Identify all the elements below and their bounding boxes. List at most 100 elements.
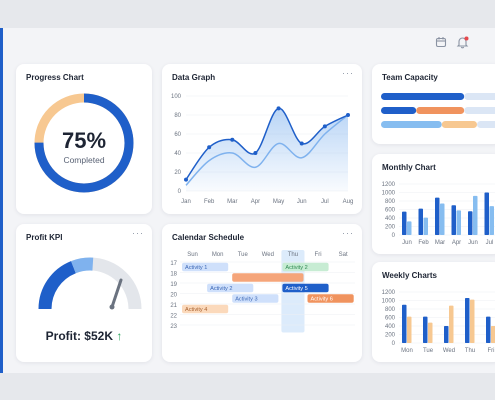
bar xyxy=(423,316,428,343)
y-tick-label: 40 xyxy=(174,151,181,157)
event-label: Activity 1 xyxy=(185,265,207,271)
bar xyxy=(484,192,489,235)
profit-kpi-card: Profit KPI ··· Profit: $52K ↑ xyxy=(16,224,152,362)
x-tick-label: Apr xyxy=(251,199,260,205)
progress-donut: 75% Completed xyxy=(34,93,134,193)
calendar-more-button[interactable]: ··· xyxy=(342,228,354,238)
bar xyxy=(486,316,491,343)
bar xyxy=(465,297,470,343)
y-tick-label: 0 xyxy=(178,189,182,195)
trend-up-icon: ↑ xyxy=(116,329,122,343)
day-label: Tue xyxy=(238,252,249,258)
bar xyxy=(402,211,407,235)
profit-kpi-more-button[interactable]: ··· xyxy=(132,228,144,238)
y-tick-label: 1200 xyxy=(382,290,396,296)
bar xyxy=(489,206,494,235)
y-tick-label: 20 xyxy=(174,170,181,176)
day-label: Sat xyxy=(339,252,348,258)
bar xyxy=(470,299,475,343)
y-tick-label: 200 xyxy=(385,225,396,231)
event-label: Activity 6 xyxy=(311,297,333,303)
team-capacity-bars xyxy=(381,93,495,128)
y-tick-label: 800 xyxy=(385,199,396,205)
bar xyxy=(444,326,449,343)
bar xyxy=(456,210,461,235)
data-point xyxy=(253,151,258,155)
bar xyxy=(423,217,428,235)
weekly-bar-chart: 120010008006004002000MonTueWedThuFriSat xyxy=(382,290,495,354)
calendar-card: Calendar Schedule ··· Sun Mon Tue Wed Thu Fri… xyxy=(162,224,362,362)
x-tick-label: Jul xyxy=(321,199,329,205)
y-tick-label: 100 xyxy=(171,94,182,100)
data-point xyxy=(184,177,188,182)
data-graph-more-button[interactable]: ··· xyxy=(342,68,354,78)
data-graph-title: Data Graph xyxy=(172,73,216,82)
bar xyxy=(449,305,454,343)
x-tick-label: Mar xyxy=(435,240,445,246)
calendar-grid: Sun Mon Tue Wed Thu Fri Sat 17 18 19 20 21 22 23 Activ… xyxy=(170,250,355,333)
capacity-segment xyxy=(464,93,495,100)
bar xyxy=(491,326,495,343)
y-tick-label: 400 xyxy=(385,324,396,330)
y-tick-label: 800 xyxy=(385,307,396,313)
gauge-needle xyxy=(110,278,123,309)
day-label: Mon xyxy=(212,252,224,258)
capacity-segment xyxy=(441,121,477,128)
y-tick-label: 80 xyxy=(174,113,181,119)
series-line xyxy=(185,107,349,181)
hour-label: 18 xyxy=(170,272,177,278)
bar xyxy=(402,304,407,343)
hour-label: 21 xyxy=(170,303,177,309)
day-label: Thu xyxy=(288,252,298,258)
event-label: Activity 2 xyxy=(285,265,307,271)
x-tick-label: Fri xyxy=(488,348,495,354)
y-tick-label: 0 xyxy=(392,233,396,239)
monthly-bar-chart: 120010008006004002000JunFebMarAprJunJulO… xyxy=(382,182,495,246)
team-capacity-card: Team Capacity xyxy=(372,64,495,144)
day-label: Fri xyxy=(315,252,322,258)
data-point xyxy=(230,137,235,142)
calendar-title: Calendar Schedule xyxy=(172,233,245,242)
x-tick-label: Feb xyxy=(204,199,215,205)
data-point xyxy=(207,145,212,150)
calendar-event xyxy=(282,262,329,272)
hour-label: 20 xyxy=(170,293,177,299)
progress-status: Completed xyxy=(63,155,104,165)
x-tick-label: Jun xyxy=(402,240,412,246)
calendar-event xyxy=(307,294,354,303)
calendar-icon[interactable] xyxy=(435,36,447,48)
monthly-chart-card: Monthly Chart 1200 1000 800 600 400 200 0 Jun Fe… xyxy=(372,154,495,254)
hour-label: 22 xyxy=(170,314,177,320)
bar xyxy=(407,316,412,343)
x-tick-label: Thu xyxy=(465,348,475,354)
x-tick-label: May xyxy=(273,199,284,205)
progress-card: Progress Chart 75% Completed xyxy=(16,64,152,214)
header-icons xyxy=(435,36,495,50)
y-tick-label: 60 xyxy=(174,132,181,138)
bar xyxy=(428,322,433,343)
progress-filled-arc xyxy=(34,93,134,193)
notification-dot xyxy=(464,36,469,41)
calendar-event xyxy=(282,283,329,293)
data-point xyxy=(276,106,281,111)
calendar-event xyxy=(182,262,229,272)
x-tick-label: Jun xyxy=(297,199,307,205)
x-tick-label: Apr xyxy=(452,240,461,246)
x-tick-label: Mon xyxy=(401,348,413,354)
weekly-charts-title: Weekly Charts xyxy=(382,271,437,280)
data-point xyxy=(346,113,350,117)
x-tick-label: Jun xyxy=(468,240,478,246)
y-tick-label: 200 xyxy=(385,333,396,339)
capacity-segment xyxy=(381,93,465,100)
profit-gauge: Profit: $52K ↑ xyxy=(38,257,142,343)
y-tick-label: 600 xyxy=(385,316,396,322)
capacity-segment xyxy=(464,107,495,114)
bell-icon[interactable] xyxy=(456,36,469,49)
bar xyxy=(451,205,456,235)
hour-label: 17 xyxy=(170,261,177,267)
x-tick-label: Mar xyxy=(227,199,237,205)
progress-percent: 75% xyxy=(62,128,106,153)
event-label: Activity 4 xyxy=(185,307,207,313)
capacity-segment xyxy=(381,107,417,114)
y-tick-label: 1200 xyxy=(382,182,396,188)
